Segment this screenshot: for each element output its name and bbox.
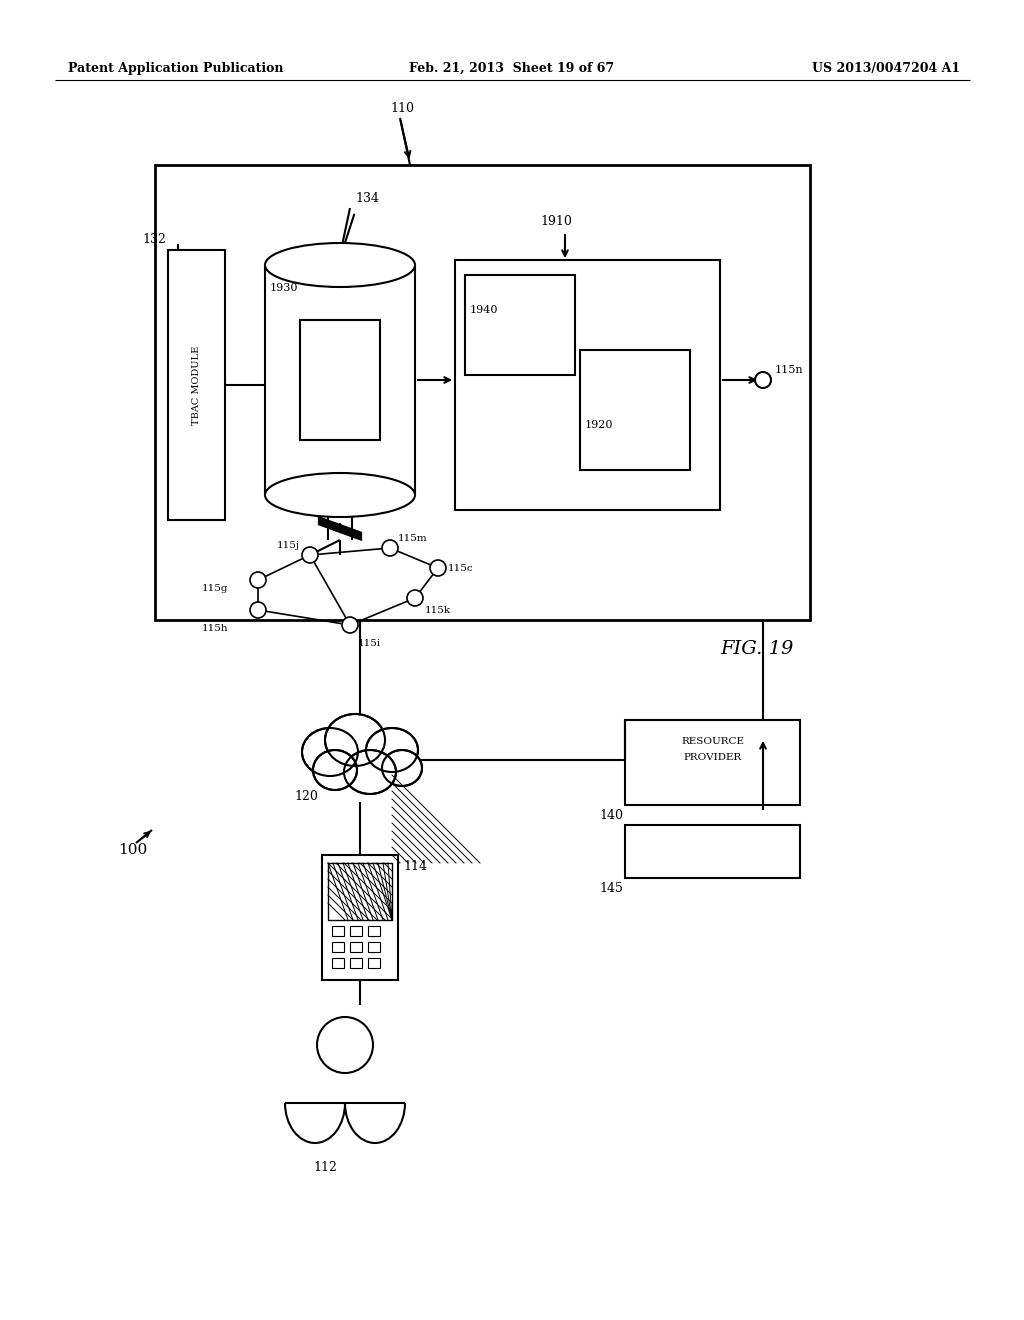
Ellipse shape <box>344 750 396 795</box>
Text: 120: 120 <box>294 789 318 803</box>
Circle shape <box>250 572 266 587</box>
Text: 115c: 115c <box>449 564 474 573</box>
Bar <box>168 249 225 520</box>
Text: 115m: 115m <box>398 535 428 543</box>
Text: 134: 134 <box>355 191 379 205</box>
Text: 110: 110 <box>390 102 414 115</box>
Ellipse shape <box>325 714 385 766</box>
Text: 115i: 115i <box>358 639 381 648</box>
Text: FIG. 19: FIG. 19 <box>720 640 794 657</box>
Circle shape <box>250 602 266 618</box>
Text: 1940: 1940 <box>470 305 499 315</box>
Text: 115h: 115h <box>202 624 228 634</box>
Bar <box>465 275 575 375</box>
Ellipse shape <box>265 473 415 517</box>
Ellipse shape <box>382 750 422 785</box>
Text: DDD1: DDD1 <box>324 375 357 385</box>
Text: 140: 140 <box>599 809 623 822</box>
Text: 112: 112 <box>313 1162 337 1173</box>
Text: NETWORK: NETWORK <box>333 755 387 764</box>
Bar <box>265 265 415 495</box>
Text: 1930: 1930 <box>270 282 299 293</box>
Circle shape <box>302 546 318 564</box>
Bar <box>332 958 344 969</box>
Bar <box>625 825 800 878</box>
Ellipse shape <box>366 729 418 772</box>
Text: 114: 114 <box>403 861 427 873</box>
Bar <box>368 958 380 969</box>
Text: 115k: 115k <box>425 606 452 615</box>
Circle shape <box>755 372 771 388</box>
Bar <box>155 165 810 620</box>
Circle shape <box>342 616 358 634</box>
Text: 100: 100 <box>118 843 147 857</box>
Bar <box>580 350 690 470</box>
Circle shape <box>382 540 398 556</box>
Text: 115j: 115j <box>278 541 300 550</box>
Ellipse shape <box>302 729 358 776</box>
Text: US 2013/0047204 A1: US 2013/0047204 A1 <box>812 62 961 75</box>
Ellipse shape <box>265 243 415 286</box>
Text: TBAC MODULE: TBAC MODULE <box>193 346 201 425</box>
Bar <box>625 719 800 805</box>
Bar <box>332 927 344 936</box>
Text: 1910: 1910 <box>540 215 571 228</box>
Text: 115n: 115n <box>775 366 804 375</box>
Bar <box>322 855 398 979</box>
Text: 132: 132 <box>142 234 166 246</box>
Text: PROVIDER: PROVIDER <box>683 754 741 763</box>
Circle shape <box>317 1016 373 1073</box>
Text: RESOURCE: RESOURCE <box>681 738 744 747</box>
Circle shape <box>430 560 446 576</box>
Circle shape <box>407 590 423 606</box>
Bar <box>368 942 380 952</box>
Text: 145: 145 <box>599 882 623 895</box>
Text: 115g: 115g <box>202 583 228 593</box>
Bar <box>328 863 392 920</box>
Ellipse shape <box>313 750 357 789</box>
Bar <box>350 927 362 936</box>
Bar <box>300 319 380 440</box>
Text: Feb. 21, 2013  Sheet 19 of 67: Feb. 21, 2013 Sheet 19 of 67 <box>410 62 614 75</box>
Text: Patent Application Publication: Patent Application Publication <box>68 62 284 75</box>
Bar <box>332 942 344 952</box>
Bar <box>350 958 362 969</box>
Text: 1920: 1920 <box>585 420 613 430</box>
Bar <box>350 942 362 952</box>
Bar <box>368 927 380 936</box>
Bar <box>455 260 720 510</box>
